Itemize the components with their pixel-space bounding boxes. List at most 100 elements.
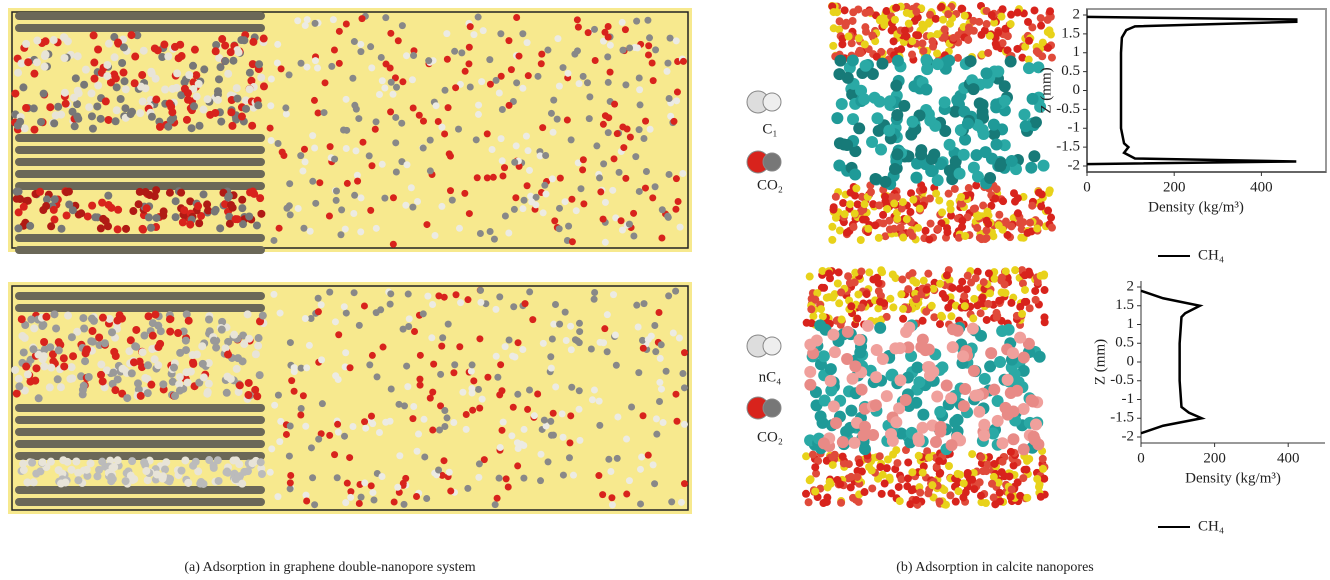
molecule bbox=[847, 483, 855, 491]
molecule bbox=[898, 275, 906, 283]
molecule bbox=[314, 65, 321, 72]
molecule bbox=[601, 325, 608, 332]
molecule bbox=[217, 118, 225, 126]
molecule bbox=[856, 459, 864, 467]
molecule bbox=[854, 5, 862, 13]
molecule bbox=[189, 462, 197, 470]
molecule bbox=[841, 22, 849, 30]
molecule bbox=[327, 143, 334, 150]
molecule bbox=[1019, 474, 1027, 482]
molecule bbox=[580, 156, 587, 163]
molecule bbox=[642, 185, 649, 192]
molecule bbox=[870, 399, 882, 411]
molecule bbox=[619, 47, 626, 54]
molecule bbox=[891, 109, 903, 121]
molecule bbox=[992, 40, 1000, 48]
molecule bbox=[1039, 455, 1047, 463]
molecule bbox=[932, 58, 944, 70]
molecule bbox=[72, 458, 80, 466]
molecule bbox=[585, 29, 592, 36]
molecule bbox=[444, 414, 451, 421]
molecule bbox=[1021, 286, 1029, 294]
molecule bbox=[958, 278, 966, 286]
molecule bbox=[912, 496, 920, 504]
molecule bbox=[449, 197, 456, 204]
molecule bbox=[949, 284, 957, 292]
molecule bbox=[860, 60, 872, 72]
molecule bbox=[540, 340, 547, 347]
molecule bbox=[542, 152, 549, 159]
molecule bbox=[232, 475, 240, 483]
molecule bbox=[538, 51, 545, 58]
molecule bbox=[94, 45, 102, 53]
molecule bbox=[926, 195, 934, 203]
molecule bbox=[1048, 54, 1056, 62]
molecule bbox=[451, 48, 458, 55]
molecule bbox=[638, 454, 645, 461]
molecule bbox=[382, 14, 389, 21]
molecule bbox=[312, 20, 319, 27]
molecule bbox=[605, 129, 612, 136]
molecule bbox=[890, 416, 902, 428]
molecule bbox=[885, 217, 893, 225]
molecule bbox=[675, 198, 682, 205]
graphene-sheet bbox=[15, 234, 265, 242]
molecule bbox=[875, 279, 883, 287]
molecule bbox=[944, 10, 952, 18]
molecule bbox=[984, 300, 992, 308]
molecule bbox=[576, 320, 583, 327]
molecule-label: CO₂ bbox=[757, 177, 783, 193]
molecule bbox=[14, 69, 22, 77]
molecule bbox=[61, 89, 69, 97]
y-tick-label: -1 bbox=[1122, 391, 1135, 407]
molecule bbox=[804, 366, 816, 378]
molecule bbox=[935, 497, 943, 505]
molecule bbox=[897, 290, 905, 298]
molecule bbox=[1007, 347, 1019, 359]
molecule bbox=[427, 137, 434, 144]
molecule bbox=[825, 269, 833, 277]
molecule bbox=[576, 80, 583, 87]
molecule bbox=[346, 454, 353, 461]
molecule bbox=[847, 373, 859, 385]
molecule bbox=[995, 221, 1003, 229]
molecule bbox=[968, 365, 980, 377]
molecule bbox=[651, 322, 658, 329]
molecule bbox=[441, 457, 448, 464]
molecule bbox=[475, 14, 482, 21]
molecule bbox=[52, 324, 60, 332]
molecule bbox=[876, 298, 884, 306]
molecule bbox=[254, 342, 262, 350]
molecule bbox=[62, 188, 70, 196]
molecule bbox=[176, 41, 184, 49]
molecule bbox=[637, 500, 644, 507]
molecule bbox=[215, 75, 223, 83]
molecule bbox=[154, 343, 162, 351]
molecule bbox=[1030, 419, 1042, 431]
x-tick-label: 0 bbox=[1137, 450, 1145, 466]
molecule bbox=[61, 54, 69, 62]
molecule bbox=[890, 37, 898, 45]
molecule bbox=[11, 366, 19, 374]
molecule bbox=[508, 432, 515, 439]
molecule bbox=[63, 458, 71, 466]
molecule bbox=[248, 122, 256, 130]
molecule bbox=[924, 270, 932, 278]
molecule bbox=[596, 398, 603, 405]
molecule bbox=[499, 106, 506, 113]
molecule bbox=[977, 453, 985, 461]
molecule bbox=[534, 73, 541, 80]
molecule bbox=[809, 451, 817, 459]
molecule bbox=[676, 335, 683, 342]
molecule bbox=[940, 486, 948, 494]
molecule bbox=[1007, 493, 1015, 501]
molecule bbox=[88, 202, 96, 210]
molecule bbox=[184, 89, 192, 97]
molecule bbox=[299, 167, 306, 174]
molecule bbox=[423, 495, 430, 502]
molecule bbox=[267, 102, 274, 109]
y-tick-label: 0.5 bbox=[1061, 63, 1080, 79]
molecule bbox=[618, 217, 625, 224]
molecule bbox=[221, 42, 229, 50]
molecule bbox=[379, 77, 386, 84]
